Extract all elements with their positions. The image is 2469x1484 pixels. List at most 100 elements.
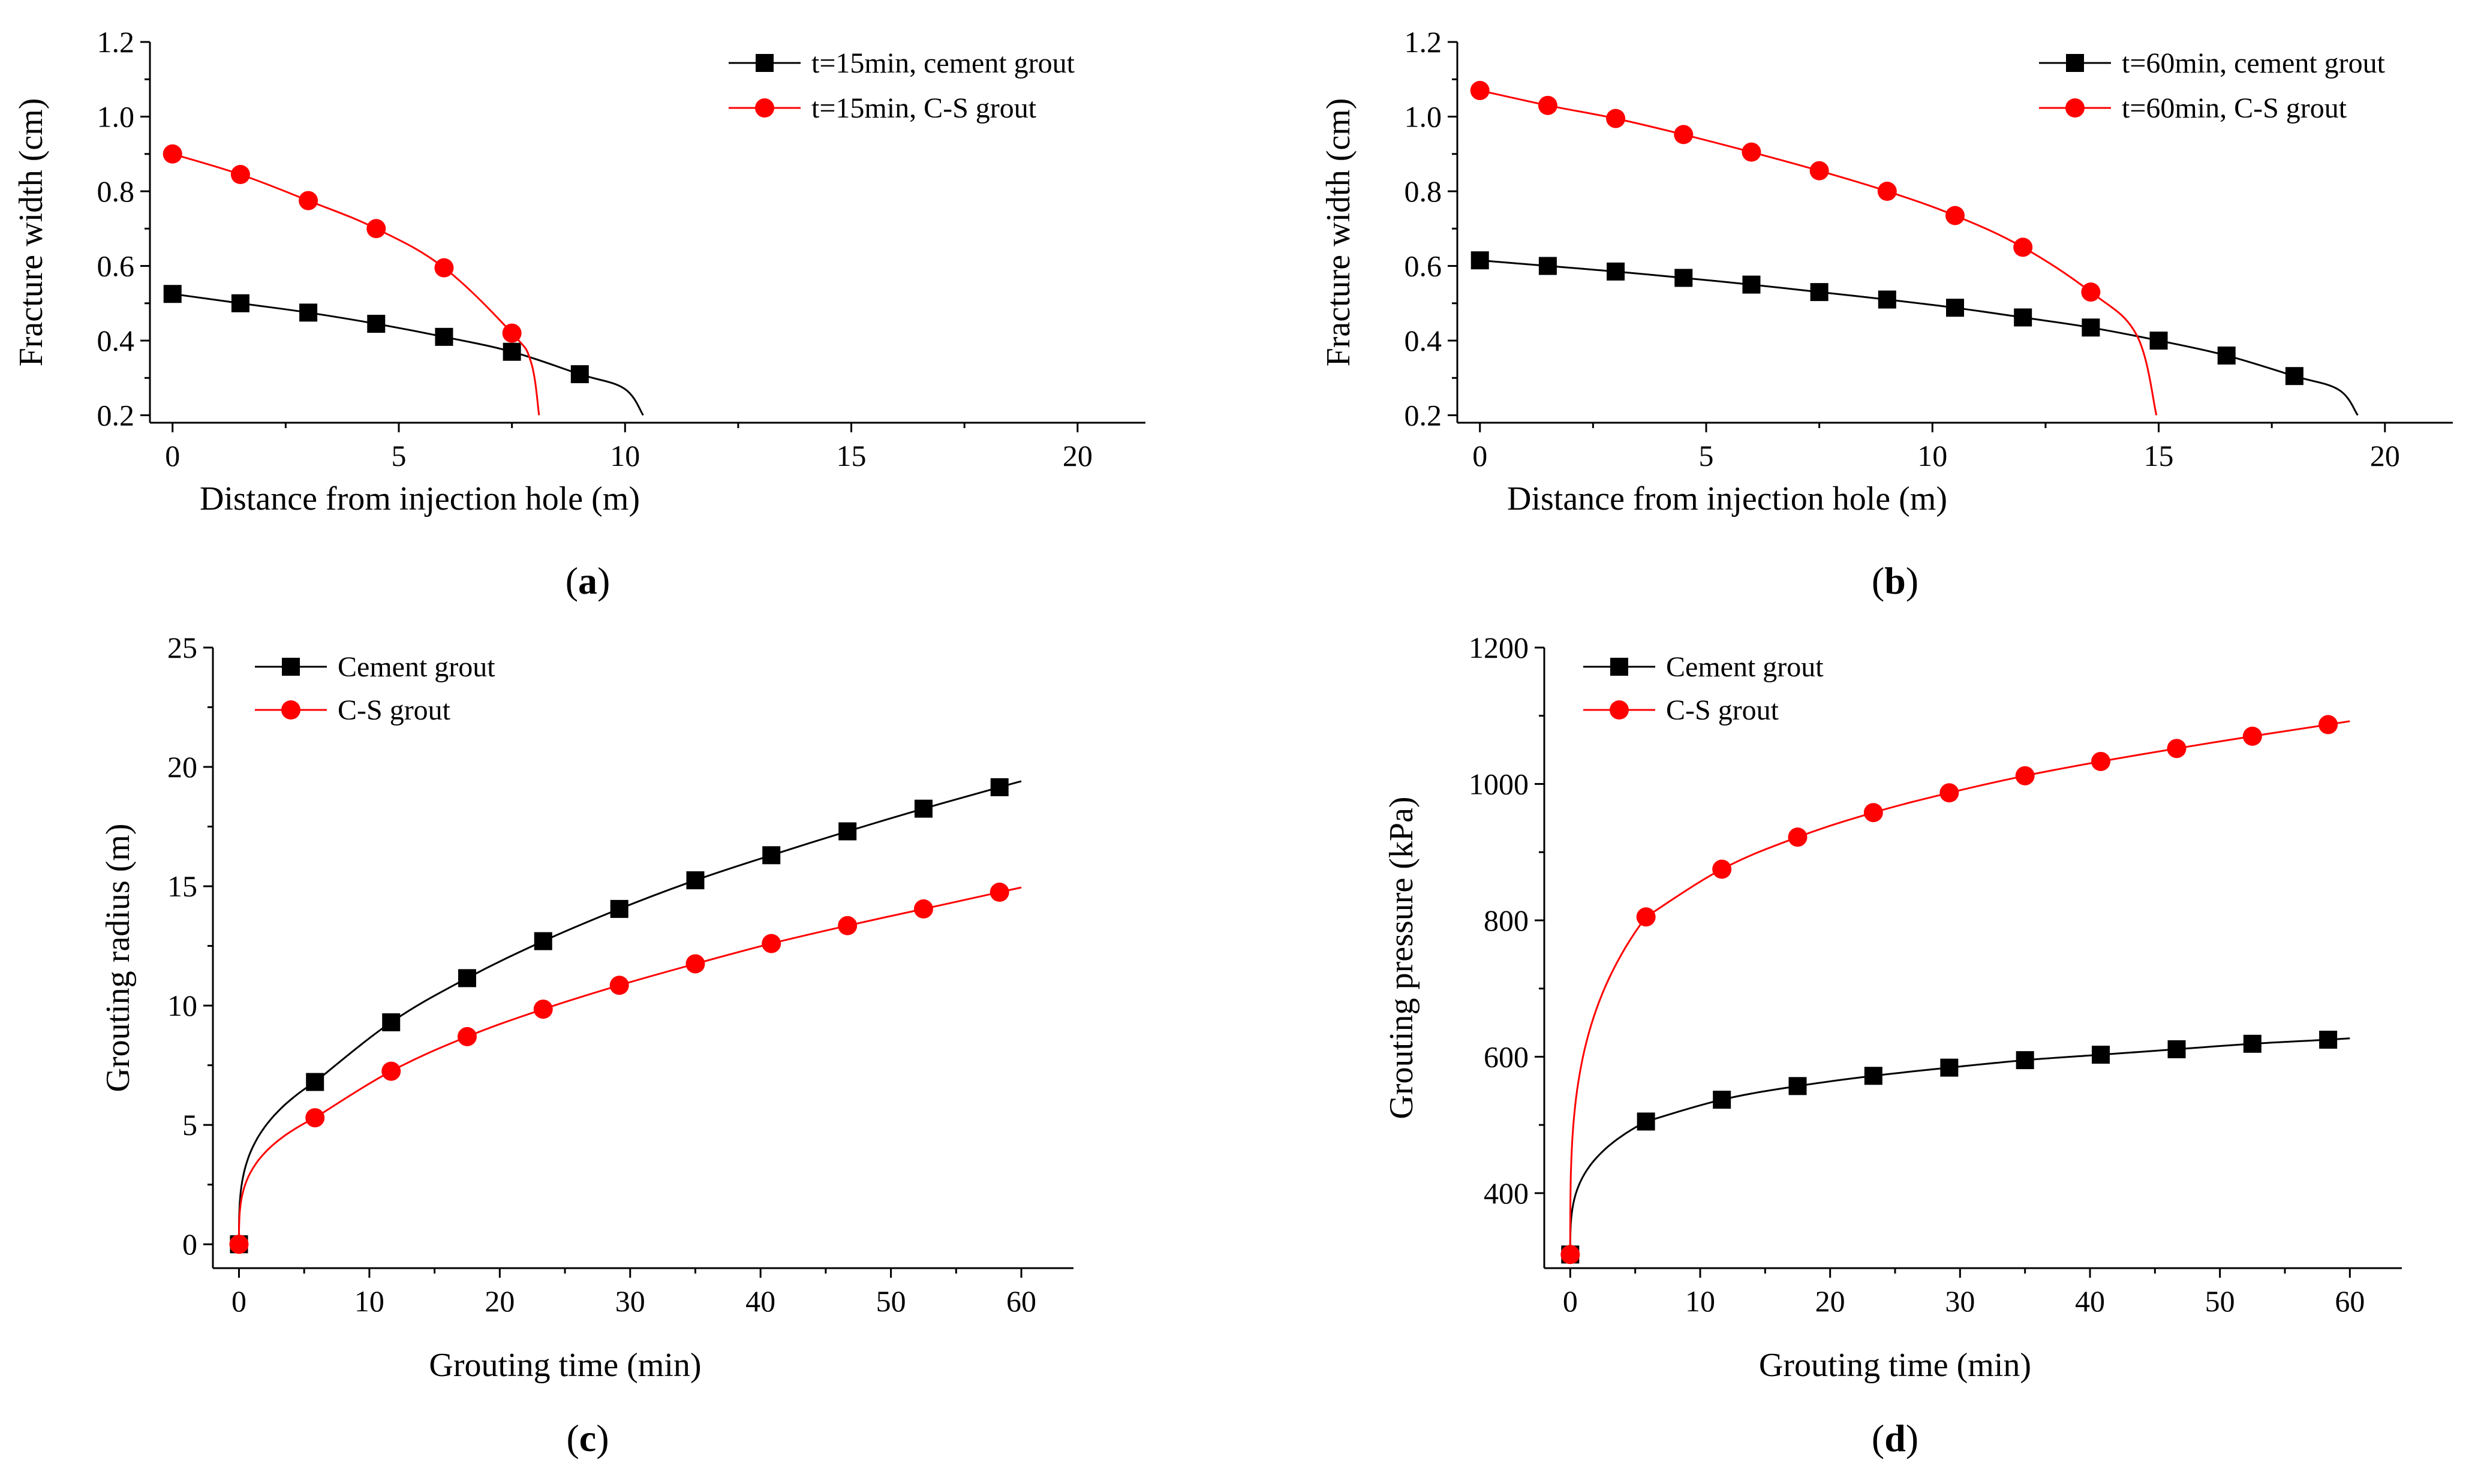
data-point [2091, 1046, 2110, 1064]
data-point [1538, 257, 1557, 275]
data-point [1940, 1058, 1959, 1077]
panel-label: (c) [566, 1417, 609, 1459]
data-point [503, 342, 521, 361]
legend-marker [1610, 700, 1629, 720]
data-point [1637, 1112, 1655, 1131]
data-point [2149, 332, 2168, 350]
series-line [238, 886, 1022, 1245]
panel-label-open: ( [1872, 559, 1884, 602]
x-axis-title: Distance from injection hole (m) [200, 480, 640, 517]
data-point [2016, 1051, 2034, 1070]
data-point [2013, 237, 2033, 257]
x-axis-title: Grouting time (min) [429, 1347, 701, 1384]
panel-label-letter: b [1884, 559, 1906, 602]
x-tick-label: 40 [745, 1284, 775, 1318]
y-tick-label: 5 [182, 1108, 197, 1142]
series-line [238, 780, 1022, 1245]
y-tick-label: 0.4 [97, 324, 135, 357]
x-tick-label: 20 [1815, 1284, 1845, 1318]
panel-label-close: ) [1906, 1417, 1918, 1459]
data-point [1636, 907, 1656, 927]
data-point [1877, 182, 1897, 201]
data-point [1470, 251, 1489, 270]
y-tick-label: 0.8 [97, 174, 135, 208]
data-point [2081, 282, 2101, 302]
series-cs [229, 883, 1022, 1254]
x-tick-label: 50 [2205, 1284, 2235, 1318]
y-tick-label: 1000 [1469, 767, 1529, 800]
series-cs [163, 144, 540, 416]
y-tick-label: 400 [1484, 1176, 1529, 1210]
x-tick-label: 5 [1699, 439, 1714, 472]
data-point [2318, 715, 2338, 735]
data-point [457, 1027, 477, 1046]
legend-marker [1610, 658, 1628, 676]
x-tick-label: 10 [1685, 1284, 1715, 1318]
legend-marker [2065, 98, 2085, 118]
panel-label: (b) [1872, 559, 1918, 602]
panel-label-letter: d [1884, 1417, 1906, 1459]
data-point [685, 954, 705, 974]
y-tick-label: 0 [182, 1227, 197, 1261]
data-point [990, 778, 1009, 796]
panel-label-close: ) [596, 1417, 609, 1459]
x-tick-label: 10 [1917, 439, 1947, 472]
data-point [1864, 1067, 1882, 1085]
y-tick-label: 15 [167, 869, 197, 903]
series-line [172, 153, 540, 416]
x-tick-label: 20 [1063, 439, 1093, 472]
data-point [533, 1000, 553, 1019]
x-tick-label: 0 [165, 439, 180, 472]
data-point [381, 1061, 401, 1081]
y-tick-label: 800 [1484, 904, 1529, 937]
data-point [1878, 290, 1896, 309]
data-point [382, 1013, 401, 1031]
x-tick-label: 0 [1563, 1284, 1578, 1318]
panel-label-open: ( [566, 1417, 579, 1459]
y-tick-label: 1.2 [97, 25, 135, 59]
y-axis-title: Fracture width (cm) [13, 98, 50, 367]
data-point [1742, 275, 1761, 294]
data-point [1560, 1245, 1580, 1265]
data-point [306, 1073, 324, 1091]
y-tick-label: 0.2 [1405, 399, 1442, 432]
series-cs [1560, 715, 2350, 1265]
series-line [1569, 720, 2350, 1255]
y-tick-label: 0.6 [1405, 249, 1442, 283]
data-point [1809, 161, 1829, 180]
x-tick-label: 0 [231, 1284, 246, 1318]
chart-panel-b: 0 5 10 15 20 0.2 0.4 0.6 0.8 1.0 1.2 Distance from … [1320, 25, 2453, 602]
data-point [435, 327, 453, 346]
data-point [1713, 1091, 1731, 1109]
series-cs [1470, 80, 2158, 416]
x-tick-label: 10 [354, 1284, 384, 1318]
data-point [990, 883, 1009, 902]
data-point [2243, 1034, 2262, 1053]
data-point [609, 976, 629, 995]
data-point [762, 846, 781, 865]
data-point [686, 871, 705, 890]
data-point [913, 899, 933, 919]
data-point [1863, 803, 1883, 823]
x-tick-label: 30 [615, 1284, 645, 1318]
data-point [2167, 739, 2187, 758]
x-tick-label: 40 [2075, 1284, 2105, 1318]
x-tick-label: 20 [2370, 439, 2400, 472]
data-point [2091, 751, 2110, 771]
data-point [366, 219, 386, 239]
series-cement [163, 285, 644, 416]
data-point [2285, 367, 2303, 386]
legend-marker [755, 98, 774, 118]
legend-label: Cement grout [338, 651, 495, 683]
y-tick-label: 25 [167, 631, 197, 664]
y-tick-label: 1200 [1469, 631, 1529, 664]
legend-marker [282, 658, 300, 676]
x-tick-label: 50 [876, 1284, 906, 1318]
data-point [1607, 262, 1625, 281]
panel-label-letter: a [578, 559, 597, 602]
data-point [610, 899, 628, 918]
data-point [163, 285, 182, 303]
panel-label-open: ( [1872, 1417, 1884, 1459]
data-point [230, 165, 250, 185]
data-point [1470, 80, 1490, 100]
